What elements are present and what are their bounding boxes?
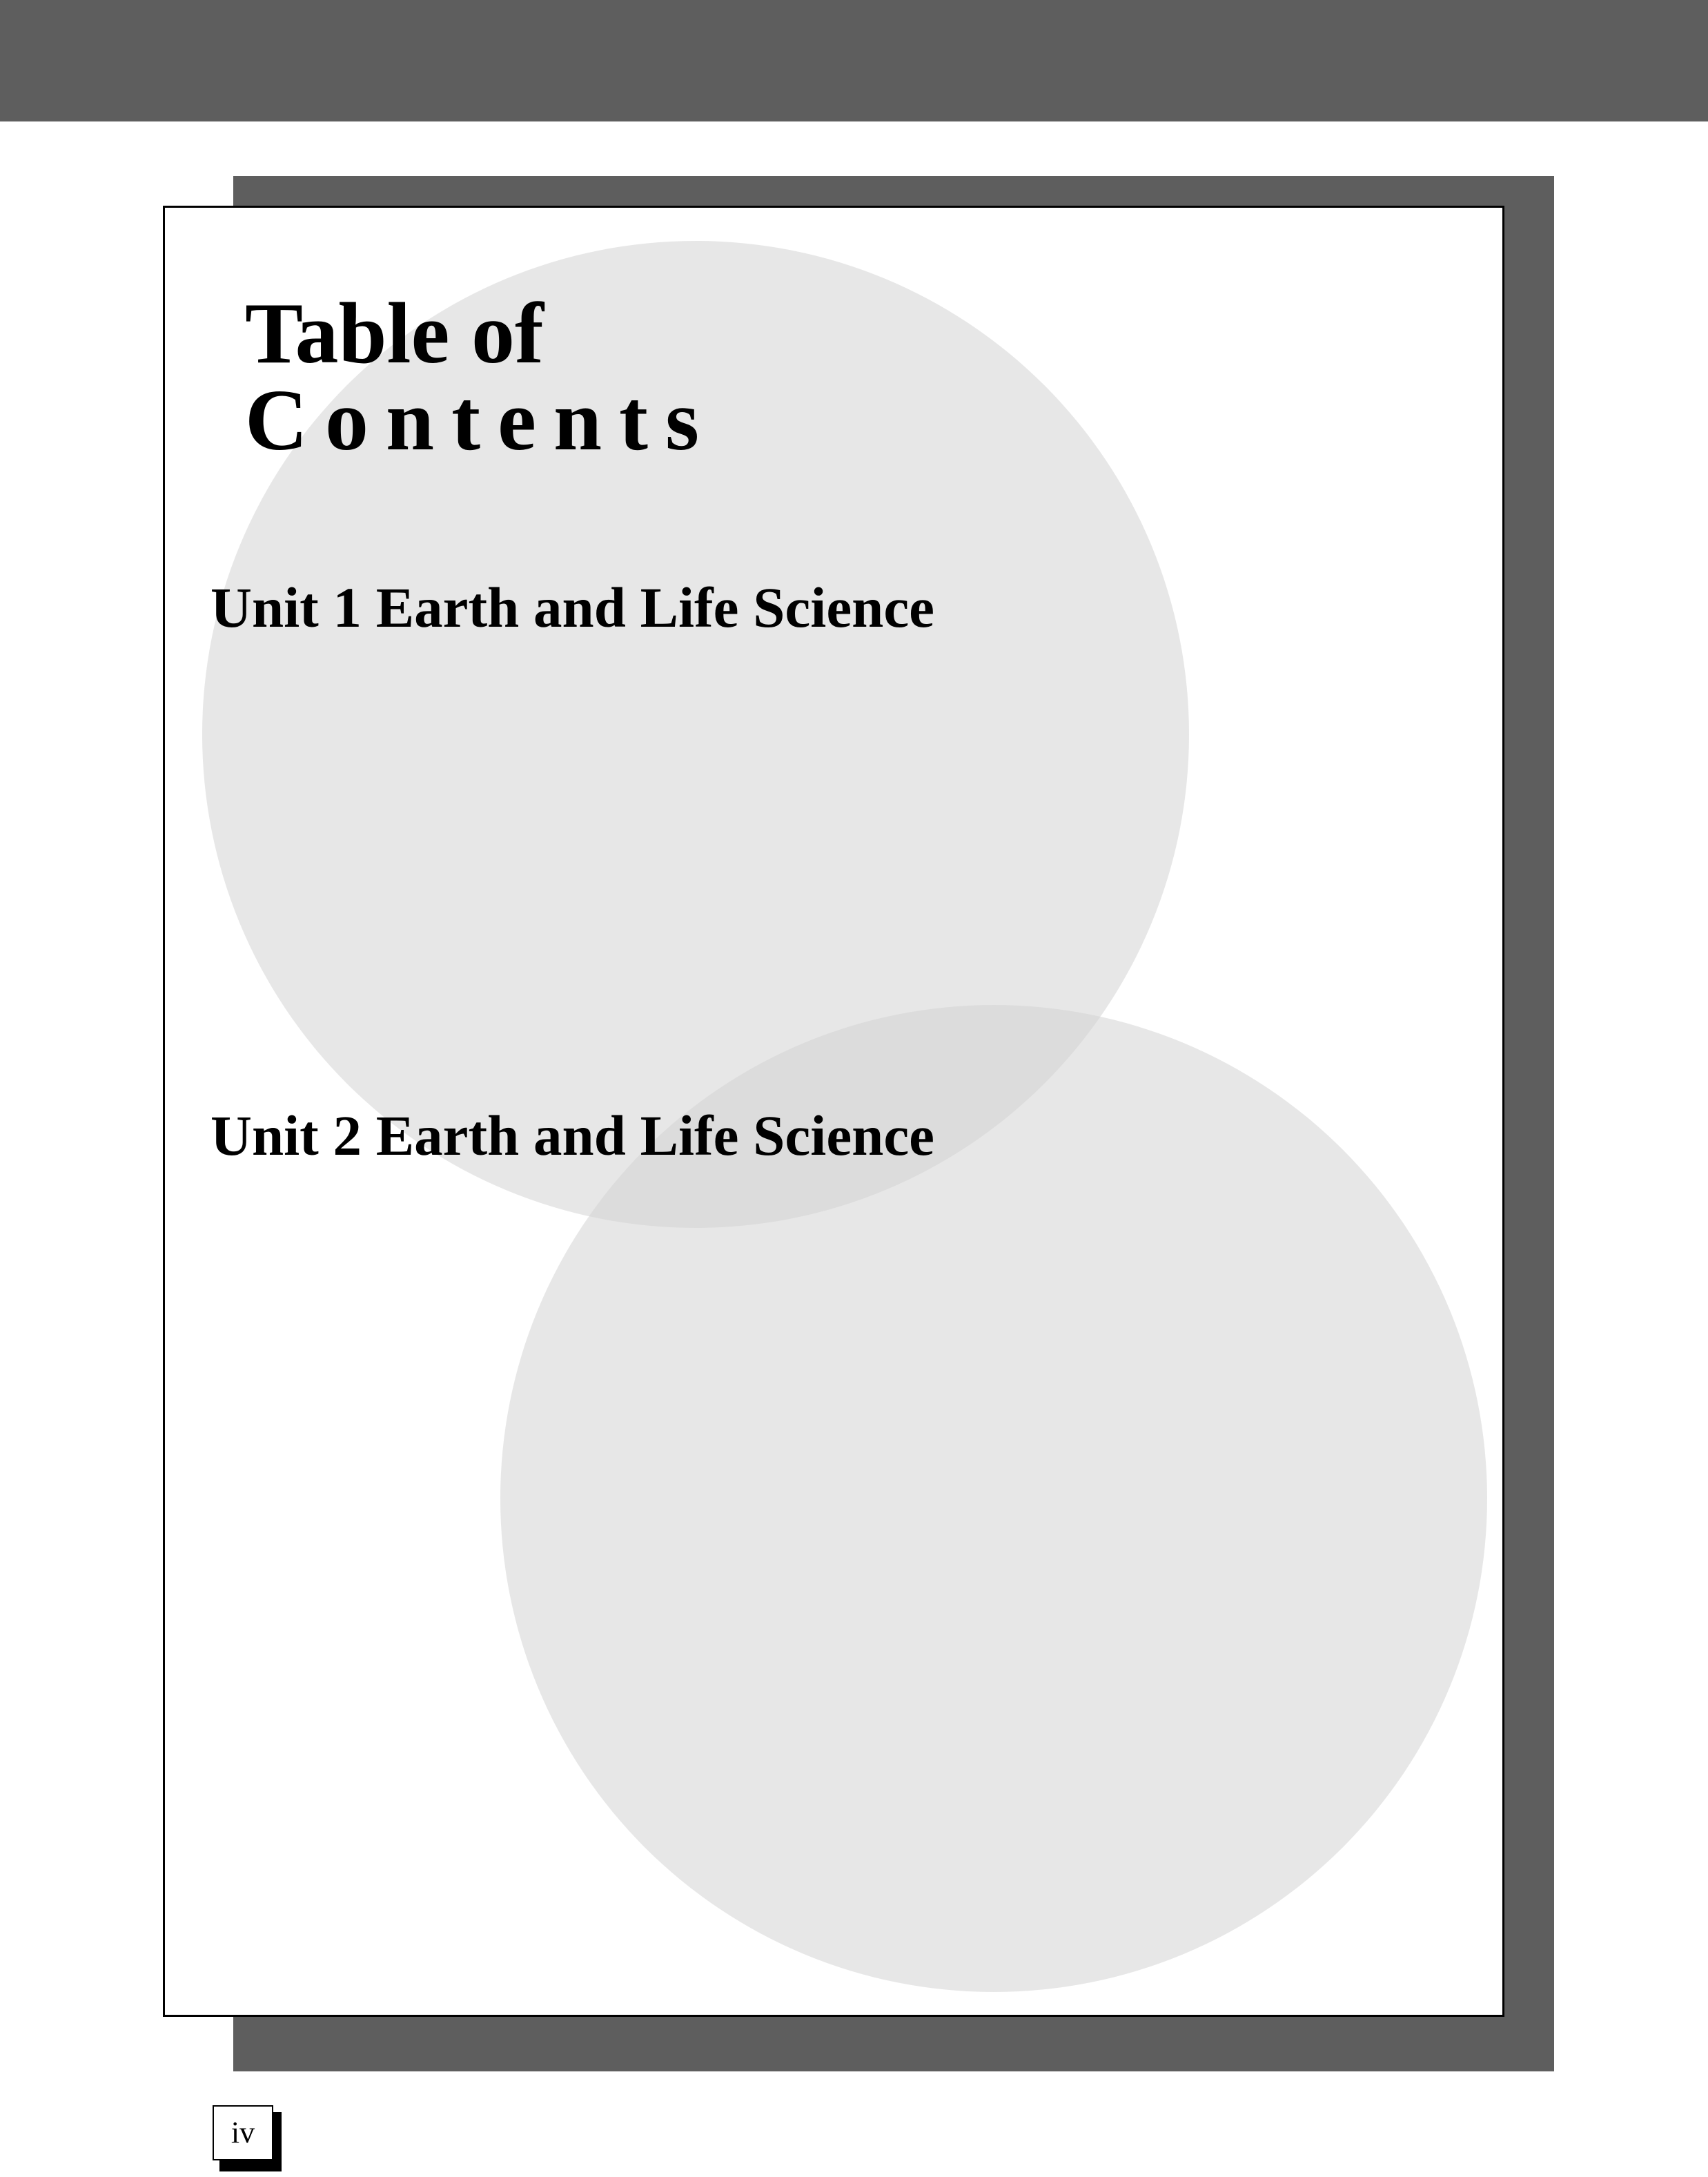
page-number: iv: [213, 2105, 273, 2160]
decorative-circle-bottom: [500, 1005, 1487, 1992]
unit-1-heading: Unit 1 Earth and Life Science: [210, 576, 935, 639]
page-title: Table of Contents: [245, 291, 716, 465]
unit-2-heading: Unit 2 Earth and Life Science: [210, 1104, 935, 1167]
title-line-1: Table of: [245, 286, 544, 382]
contents-frame: Table of Contents Unit 1 Earth and Life …: [163, 206, 1504, 2017]
page-number-shadow-side: [273, 2112, 282, 2171]
top-banner: [0, 0, 1708, 121]
title-line-2: Contents: [245, 373, 717, 469]
